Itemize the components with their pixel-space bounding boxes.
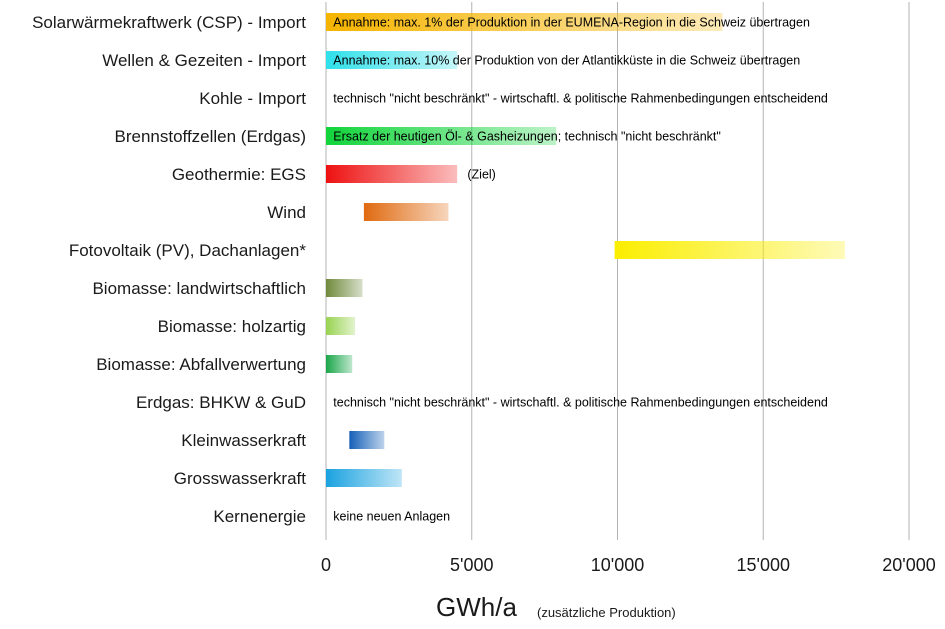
x-axis-title: GWh/a: [436, 592, 517, 622]
note-layer: Annahme: max. 1% der Produktion in der E…: [333, 16, 828, 524]
bar-annotation: (Ziel): [467, 168, 495, 182]
range-bar: [349, 431, 385, 449]
category-label: Biomasse: Abfallverwertung: [96, 355, 306, 374]
range-bar: [326, 165, 458, 183]
x-tick-label: 0: [321, 555, 331, 575]
x-tick-label: 5'000: [450, 555, 493, 575]
category-label: Erdgas: BHKW & GuD: [136, 393, 306, 412]
range-bar: [326, 279, 363, 297]
x-tick-label: 10'000: [591, 555, 645, 575]
category-label: Geothermie: EGS: [172, 165, 306, 184]
range-bar: [326, 127, 557, 145]
x-tick-label: 15'000: [737, 555, 791, 575]
category-label: Kleinwasserkraft: [181, 431, 306, 450]
range-bar: [614, 241, 845, 259]
range-bar: [326, 469, 402, 487]
category-label: Kernenergie: [213, 507, 306, 526]
bar-annotation: Ersatz der heutigen Öl- & Gasheizungen; …: [333, 130, 721, 144]
bar-annotation: Annahme: max. 1% der Produktion in der E…: [333, 16, 810, 30]
bar-layer: [326, 13, 845, 487]
bar-annotation: technisch "nicht beschränkt" - wirtschaf…: [333, 396, 828, 410]
bar-annotation: keine neuen Anlagen: [333, 510, 450, 524]
category-label: Biomasse: landwirtschaftlich: [92, 279, 306, 298]
range-bar: [326, 317, 356, 335]
range-bar: [326, 13, 723, 31]
bar-annotation: technisch "nicht beschränkt" - wirtschaf…: [333, 92, 828, 106]
x-tick-label: 20'000: [882, 555, 936, 575]
category-label: Kohle - Import: [199, 89, 306, 108]
category-label: Fotovoltaik (PV), Dachanlagen*: [69, 241, 307, 260]
range-bar: [326, 355, 353, 373]
bar-annotation: Annahme: max. 10% der Produktion von der…: [333, 54, 800, 68]
range-bar: [326, 51, 458, 69]
category-label: Grosswasserkraft: [174, 469, 307, 488]
category-label: Solarwärmekraftwerk (CSP) - Import: [32, 13, 306, 32]
x-axis-subtitle: (zusätzliche Produktion): [537, 605, 676, 620]
category-label: Wind: [267, 203, 306, 222]
grid-layer: [325, 2, 910, 540]
category-label: Biomasse: holzartig: [158, 317, 306, 336]
x-tick-layer: 0 5'000 10'000 15'000 20'000: [321, 555, 936, 575]
category-label: Brennstoffzellen (Erdgas): [114, 127, 306, 146]
category-label: Wellen & Gezeiten - Import: [102, 51, 306, 70]
range-bar: [363, 203, 449, 221]
category-label-layer: Solarwärmekraftwerk (CSP) - Import Wellen…: [32, 13, 306, 526]
